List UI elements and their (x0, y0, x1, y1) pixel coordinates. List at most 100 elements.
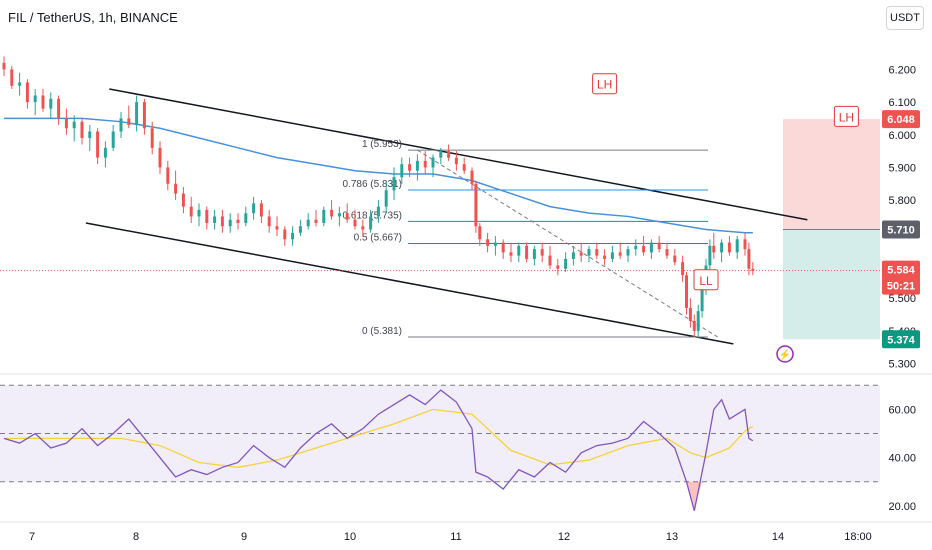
candle-body (345, 213, 349, 220)
candle-body (486, 239, 490, 246)
time-tick-label: 14 (772, 531, 784, 543)
candle-body (439, 151, 443, 158)
candle-body (57, 98, 61, 119)
fib-level-label: 0 (5.381) (362, 326, 402, 337)
candle-body (692, 320, 696, 331)
candle-body (275, 226, 279, 230)
upper-channel-line (109, 88, 808, 221)
price-tick-label: 5.900 (888, 162, 916, 174)
candle-body (213, 216, 217, 223)
candle-body (384, 190, 388, 207)
candle-body (103, 147, 107, 158)
candle-body (751, 268, 755, 271)
candle-body (314, 219, 318, 223)
candle-body (127, 118, 131, 125)
candle-body (283, 229, 287, 240)
candle-body (747, 249, 751, 269)
candle-body (634, 245, 638, 250)
candle-body (548, 255, 552, 266)
candle-body (700, 288, 704, 312)
candle-body (673, 255, 677, 263)
candle-body (64, 118, 68, 129)
fib-level-label: 0.618 (5.735) (343, 210, 403, 221)
candle-body (478, 226, 482, 240)
time-tick-label: 12 (558, 531, 570, 543)
candle-body (205, 209, 209, 223)
rsi-tick-label: 40.00 (888, 453, 916, 465)
price-label: 50:21 (887, 281, 915, 293)
candle-body (252, 203, 256, 214)
price-tick-label: 5.800 (888, 195, 916, 207)
candle-body (25, 82, 29, 103)
rsi-tick-label: 20.00 (888, 501, 916, 513)
time-tick-label: 11 (450, 531, 461, 543)
candle-body (72, 121, 76, 129)
candle-body (49, 98, 53, 109)
price-tick-label: 5.300 (888, 358, 916, 370)
candle-body (595, 249, 599, 256)
swing-label: LH (839, 110, 854, 124)
swing-label-box (693, 269, 719, 291)
candle-body (474, 183, 478, 227)
rsi-ma-line (4, 408, 754, 468)
currency-button[interactable]: USDT (886, 6, 924, 30)
candle-body (135, 102, 139, 125)
candle-body (532, 249, 536, 259)
time-tick-label: 9 (241, 531, 247, 543)
candle-body (431, 157, 435, 168)
fib-level-label: 0.786 (5.831) (343, 179, 403, 190)
candle-body (337, 213, 341, 217)
fib-level-label: 0.5 (5.667) (354, 233, 402, 244)
candle-body (408, 164, 412, 171)
candle-body (657, 242, 661, 250)
risk-reward-stop-zone (783, 229, 880, 340)
swing-label: LH (597, 78, 612, 92)
rsi-line (3, 389, 754, 511)
candle-body (119, 118, 123, 132)
candle-body (681, 262, 685, 276)
time-tick-label: 10 (344, 531, 356, 543)
fib-level-label: 1 (5.953) (362, 139, 402, 150)
candle-body (150, 128, 154, 148)
price-label: 5.710 (887, 225, 915, 237)
candle-body (88, 131, 92, 139)
candle-body (330, 209, 334, 217)
candle-body (111, 131, 115, 148)
time-tick-label: 7 (29, 531, 35, 543)
candle-body (228, 219, 232, 227)
price-label-box (882, 330, 920, 349)
candle-body (166, 167, 170, 184)
candle-body (18, 82, 22, 86)
swing-label: LL (699, 274, 713, 288)
candle-body (80, 121, 84, 139)
candle-body (291, 232, 295, 240)
candle-body (610, 252, 614, 259)
price-label: 6.048 (887, 114, 915, 126)
candle-body (587, 249, 591, 256)
candle-body (571, 252, 575, 259)
candle-body (244, 213, 248, 223)
price-label-box (882, 260, 920, 279)
alert-icon (776, 345, 794, 363)
price-label: 5.374 (887, 334, 915, 346)
candle-body (298, 226, 302, 233)
price-label: 5.584 (887, 265, 915, 277)
candle-body (462, 164, 466, 171)
candle-body (665, 249, 669, 256)
candle-body (2, 62, 6, 70)
candle-body (688, 307, 692, 321)
candle-body (564, 258, 568, 269)
candle-body (181, 193, 185, 207)
candle-body (10, 69, 14, 86)
candle-body (685, 275, 688, 308)
candle-body (509, 252, 513, 256)
candle-body (525, 245, 529, 259)
candle-body (603, 255, 607, 259)
candle-body (727, 242, 731, 253)
price-label-box (882, 110, 920, 129)
swing-label-box (833, 105, 859, 127)
candle-body (517, 245, 521, 256)
candle-body (306, 219, 310, 227)
price-label-box (882, 276, 920, 295)
